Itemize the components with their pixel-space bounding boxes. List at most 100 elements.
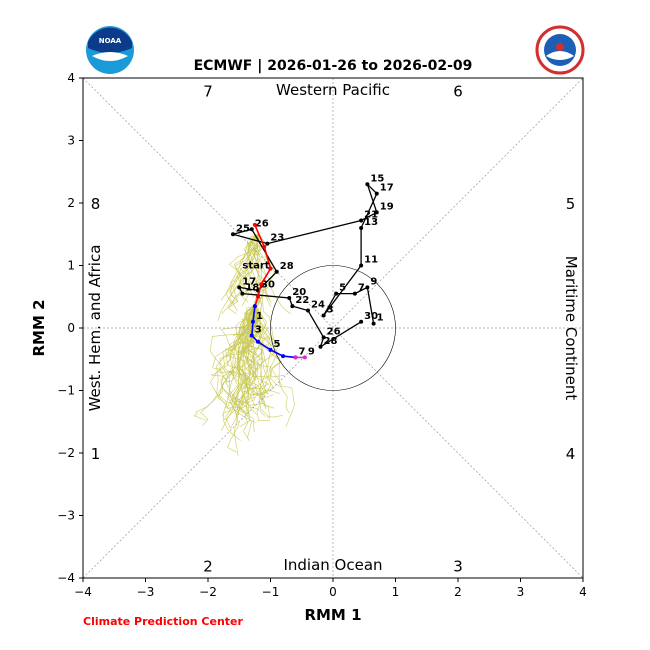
series-point-forecast-start-segment [252, 222, 257, 227]
point-label: 9 [308, 346, 315, 357]
point-label: 17 [380, 183, 394, 194]
series-point-forecast-start-segment [262, 244, 267, 249]
x-axis-label: RMM 1 [304, 606, 361, 624]
x-tick-label: 2 [454, 585, 462, 599]
series-point-forecast-end [302, 355, 307, 360]
x-tick-label: −4 [74, 585, 92, 599]
ensemble-member-line [221, 305, 256, 431]
series-point-forecast-end [293, 355, 298, 360]
y-tick-label: 4 [67, 71, 75, 85]
series-point-observed [352, 291, 357, 296]
point-label: 24 [311, 300, 325, 311]
point-label: 13 [364, 217, 378, 228]
credit-text: Climate Prediction Center [83, 615, 243, 628]
point-label: 22 [295, 295, 309, 306]
y-tick-label: 0 [67, 321, 75, 335]
ensemble-member-line [229, 234, 259, 312]
point-label: 9 [370, 276, 377, 287]
ensemble-member-line [241, 306, 259, 408]
series-point-observed [249, 227, 254, 232]
series-point-forecast-mean [249, 333, 254, 338]
phase-number-label: 6 [453, 83, 463, 101]
point-label: 7 [358, 283, 365, 294]
point-label: 20 [292, 287, 306, 298]
phase-number-label: 2 [203, 558, 213, 576]
nws-logo-icon [535, 25, 585, 75]
y-axis-label: RMM 2 [30, 299, 48, 356]
y-tick-label: −4 [57, 571, 75, 585]
series-point-forecast-mean [256, 339, 260, 344]
x-tick-label: 1 [392, 585, 400, 599]
series-point-forecast-start-segment [268, 266, 273, 271]
series-point-observed [321, 313, 326, 318]
ensemble-member-line [221, 234, 261, 315]
series-point-observed [359, 226, 364, 230]
point-label: 3 [255, 325, 262, 336]
unit-circle [270, 265, 396, 391]
ensemble-member-line [237, 305, 262, 412]
series-point-forecast-mean [268, 347, 273, 352]
y-tick-label: 2 [67, 196, 75, 210]
point-label: 5 [274, 339, 281, 350]
point-label: 21 [364, 210, 378, 221]
phase-number-label: 7 [203, 83, 213, 101]
phase-number-label: 1 [91, 445, 101, 463]
x-tick-label: −2 [199, 585, 217, 599]
series-point-observed [274, 269, 279, 274]
point-label: 18 [245, 283, 259, 294]
series-point-forecast-mean [281, 354, 285, 359]
y-tick-label: −1 [57, 384, 75, 398]
noaa-logo-icon: NOAA [86, 26, 134, 74]
y-tick-label: −3 [57, 509, 75, 523]
ensemble-member-line [254, 305, 295, 427]
ensemble-member-line [231, 305, 264, 404]
point-label: 15 [370, 173, 384, 184]
point-label: 26 [327, 326, 341, 337]
chart-title: ECMWF | 2026-01-26 to 2026-02-09 [194, 58, 473, 74]
y-tick-label: 3 [67, 134, 75, 148]
series-point-observed [290, 304, 295, 309]
point-label: 19 [380, 201, 394, 212]
series-point-observed [265, 241, 270, 246]
point-label: 5 [339, 283, 346, 294]
point-label: 7 [299, 346, 306, 357]
ensemble-member-line [238, 305, 285, 378]
point-label: 28 [324, 336, 338, 347]
region-label-bottom: Indian Ocean [283, 556, 382, 574]
series-line-observed [230, 183, 378, 349]
y-tick-label: −2 [57, 446, 75, 460]
ensemble-member-line [244, 234, 259, 309]
series-point-observed [365, 285, 370, 290]
ensemble-member-line [209, 306, 260, 409]
ensemble-member-line [238, 306, 259, 432]
point-label: 25 [236, 223, 250, 234]
region-label-left: West. Hem. and Africa [86, 245, 104, 412]
ensemble-member-line [225, 233, 259, 304]
point-label: 26 [255, 218, 269, 229]
ensemble-member-line [209, 306, 261, 442]
ensemble-member-line [216, 306, 256, 438]
ensemble-member-line [223, 306, 263, 429]
series-point-observed [359, 263, 364, 268]
phase-number-label: 3 [453, 558, 463, 576]
series-point-forecast-mean [251, 319, 255, 324]
series-point-observed [359, 218, 364, 223]
ensemble-member-line [226, 306, 257, 419]
series-point-observed [334, 291, 339, 296]
series-point-observed [240, 291, 245, 296]
ensemble-member-line [249, 234, 260, 304]
series-point-forecast-mean [252, 304, 257, 309]
ensemble-member-line [227, 234, 259, 315]
phase-number-label: 5 [566, 195, 576, 213]
phase-number-label: 4 [566, 445, 576, 463]
x-tick-label: −1 [262, 585, 280, 599]
series-point-forecast-start-segment [259, 282, 264, 287]
series-point-observed [318, 344, 323, 349]
x-tick-label: 3 [517, 585, 525, 599]
point-label: 17 [242, 276, 256, 287]
series-point-observed [287, 296, 292, 300]
x-tick-label: 4 [579, 585, 587, 599]
noaa-logo-text: NOAA [99, 37, 122, 45]
